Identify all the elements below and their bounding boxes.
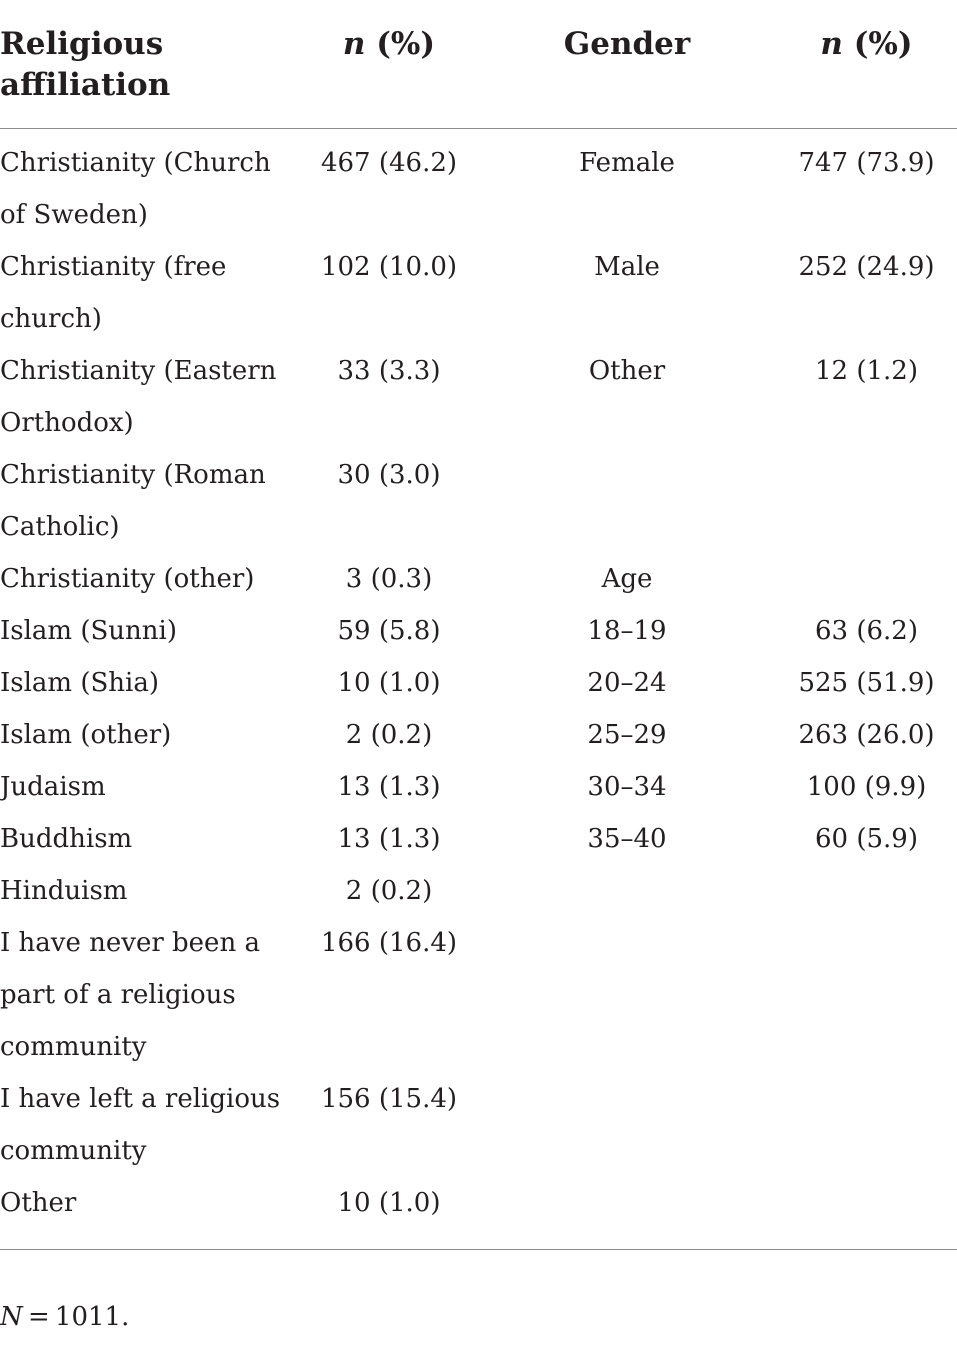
gender-age-count-cell (776, 865, 957, 917)
religion-count-cell: 2 (0.2) (345, 876, 433, 906)
religion-cell: I have never been a part of a religious … (0, 928, 260, 1062)
header-religion-n-percent: n (%) (300, 0, 478, 129)
religion-count-cell: 3 (0.3) (345, 564, 433, 594)
gender-age-cell (478, 1073, 776, 1177)
gender-age-cell: 30–34 (587, 772, 667, 802)
table-row: I have never been a part of a religious … (0, 917, 957, 1073)
footnote-n-italic: N (0, 1302, 23, 1332)
religion-cell: Christianity (free church) (0, 252, 227, 334)
religion-count-cell: 102 (10.0) (320, 252, 458, 282)
table-row: Buddhism 13 (1.3) 35–40 60 (5.9) (0, 813, 957, 865)
religion-cell: Islam (Sunni) (0, 616, 177, 646)
religion-count-cell: 59 (5.8) (337, 616, 441, 646)
religion-cell: Islam (Shia) (0, 668, 160, 698)
gender-age-count-cell (776, 1177, 957, 1250)
religion-cell: Christianity (Church of Sweden) (0, 148, 271, 230)
gender-age-count-cell: 263 (26.0) (798, 720, 935, 750)
header-n-italic: n (820, 26, 843, 62)
religion-cell: Christianity (Roman Catholic) (0, 460, 266, 542)
gender-age-cell (478, 449, 776, 553)
religion-count-cell: 10 (1.0) (300, 1177, 478, 1250)
header-percent-label: (%) (365, 26, 436, 62)
gender-age-cell: 25–29 (587, 720, 667, 750)
demographics-table-container: Religious affiliation n (%) Gender n (%)… (0, 0, 957, 1250)
gender-age-cell: Male (594, 252, 660, 282)
religion-cell: Hinduism (0, 876, 128, 906)
gender-age-count-cell: 12 (1.2) (815, 356, 918, 386)
gender-age-cell: Female (579, 148, 675, 178)
gender-age-count-cell: 60 (5.9) (815, 824, 918, 854)
religion-cell: Buddhism (0, 824, 133, 854)
gender-age-cell: 20–24 (587, 668, 667, 698)
gender-age-count-cell: 100 (9.9) (806, 772, 927, 802)
table-footnote: N = 1011. (0, 1297, 129, 1337)
gender-age-count-cell (776, 917, 957, 1073)
table-row: Judaism 13 (1.3) 30–34 100 (9.9) (0, 761, 957, 813)
gender-age-count-cell (776, 553, 957, 605)
gender-age-count-cell (776, 449, 957, 553)
table-row: Islam (Sunni) 59 (5.8) 18–19 63 (6.2) (0, 605, 957, 657)
table-header: Religious affiliation n (%) Gender n (%) (0, 0, 957, 129)
religion-count-cell: 166 (16.4) (320, 928, 458, 958)
header-gender-n-percent: n (%) (776, 0, 957, 129)
gender-age-cell: 35–40 (587, 824, 667, 854)
gender-age-count-cell: 63 (6.2) (815, 616, 918, 646)
table-body: Christianity (Church of Sweden) 467 (46.2… (0, 129, 957, 1250)
gender-age-count-cell (776, 1073, 957, 1177)
gender-age-count-cell: 525 (51.9) (798, 668, 935, 698)
gender-age-count-cell: 252 (24.9) (798, 252, 935, 282)
header-percent-label: (%) (842, 26, 913, 62)
demographics-table: Religious affiliation n (%) Gender n (%)… (0, 0, 957, 1250)
header-row: Religious affiliation n (%) Gender n (%) (0, 0, 957, 129)
religion-count-cell: 10 (1.0) (337, 668, 441, 698)
religion-cell: Other (0, 1177, 300, 1250)
religion-count-cell: 467 (46.2) (320, 148, 458, 178)
religion-cell: Islam (other) (0, 720, 172, 750)
header-religious-affiliation: Religious affiliation (0, 0, 300, 129)
header-n-italic: n (342, 26, 366, 62)
table-row: Islam (Shia) 10 (1.0) 20–24 525 (51.9) (0, 657, 957, 709)
gender-age-cell: Age (601, 564, 653, 594)
religion-count-cell: 33 (3.3) (337, 356, 441, 386)
religion-cell: Christianity (other) (0, 564, 255, 594)
footnote-value: = 1011. (22, 1302, 130, 1332)
gender-age-cell (478, 917, 776, 1073)
gender-age-count-cell: 747 (73.9) (798, 148, 935, 178)
table-row: Christianity (Church of Sweden) 467 (46.2… (0, 129, 957, 242)
religion-cell: Christianity (Eastern Orthodox) (0, 356, 277, 438)
religion-cell: I have left a religious community (0, 1084, 281, 1166)
gender-age-cell: Other (588, 356, 666, 386)
table-row: Christianity (free church) 102 (10.0) Male… (0, 241, 957, 345)
religion-count-cell: 30 (3.0) (337, 460, 441, 490)
table-row: Other 10 (1.0) (0, 1177, 957, 1250)
gender-age-cell: 18–19 (587, 616, 667, 646)
religion-count-cell: 2 (0.2) (345, 720, 433, 750)
table-row: Hinduism 2 (0.2) (0, 865, 957, 917)
gender-age-cell (478, 1177, 776, 1250)
header-gender: Gender (478, 0, 776, 129)
table-row: Christianity (Eastern Orthodox) 33 (3.3) O… (0, 345, 957, 449)
religion-cell: Judaism (0, 772, 106, 802)
table-row: Christianity (other) 3 (0.3) Age (0, 553, 957, 605)
gender-age-cell (478, 865, 776, 917)
religion-count-cell: 13 (1.3) (337, 772, 441, 802)
table-row: Christianity (Roman Catholic) 30 (3.0) (0, 449, 957, 553)
religion-count-cell: 156 (15.4) (320, 1084, 458, 1114)
table-row: I have left a religious community 156 (15… (0, 1073, 957, 1177)
religion-count-cell: 13 (1.3) (337, 824, 441, 854)
table-row: Islam (other) 2 (0.2) 25–29 263 (26.0) (0, 709, 957, 761)
